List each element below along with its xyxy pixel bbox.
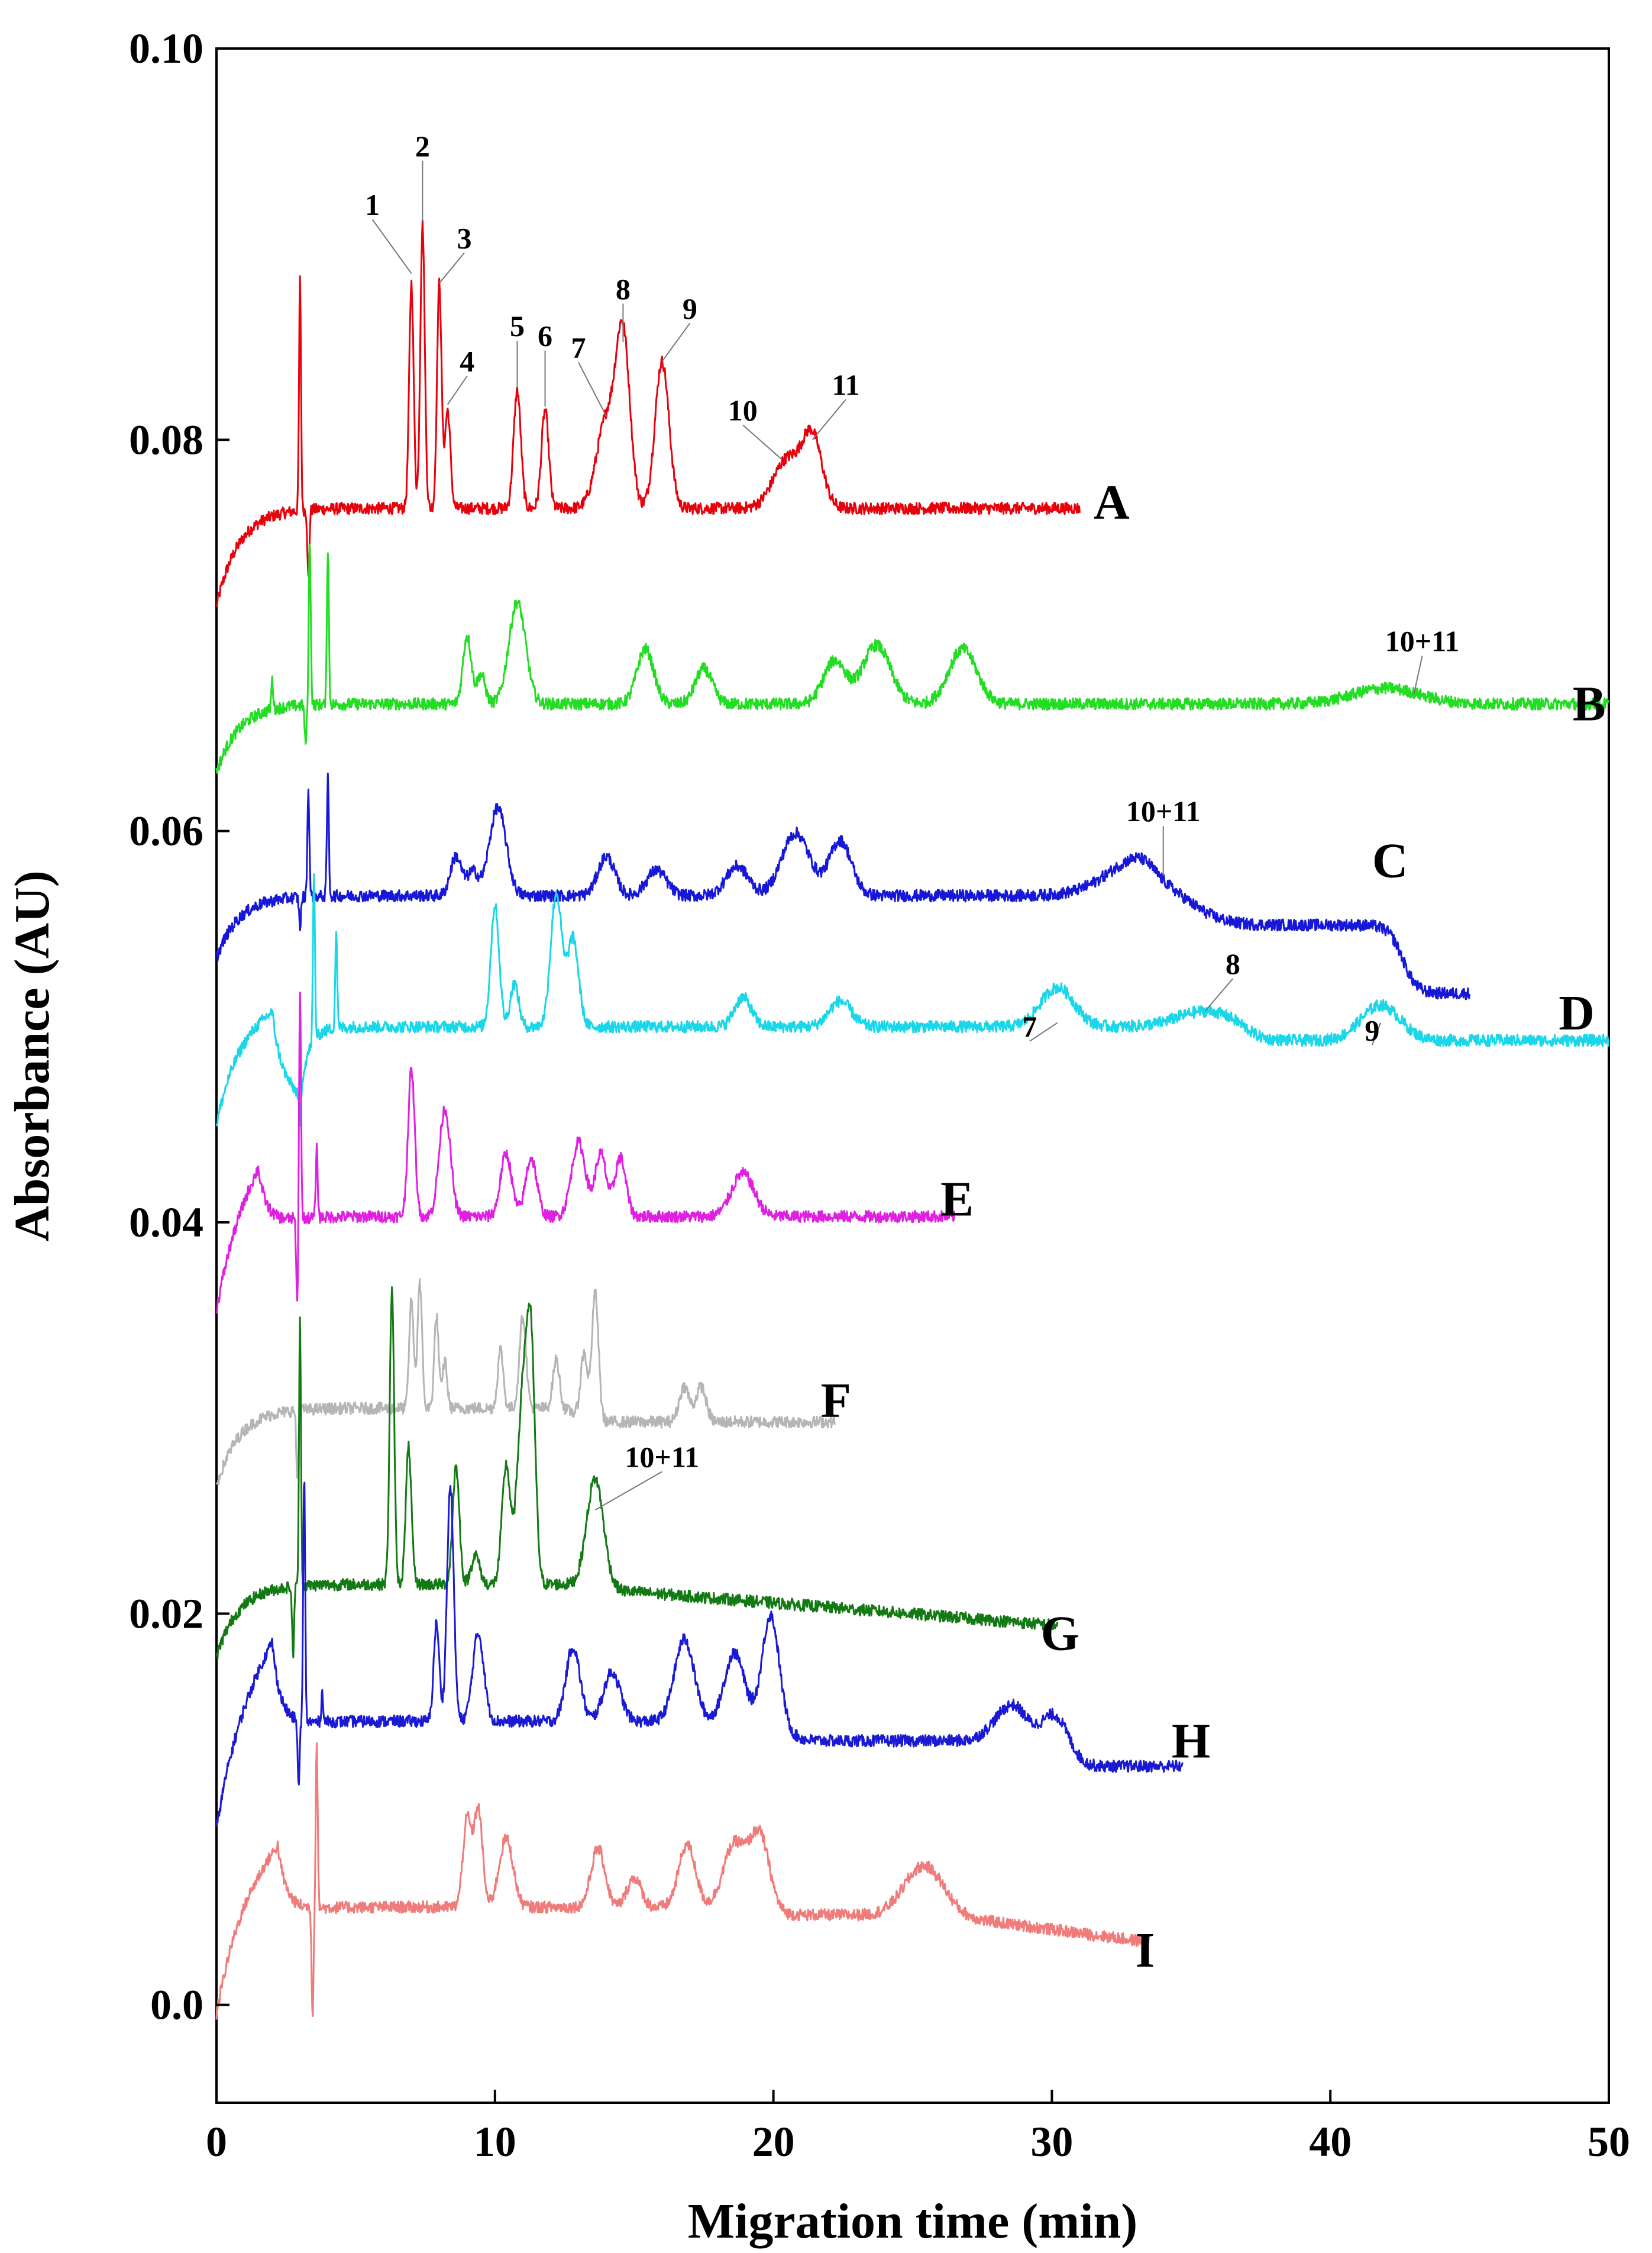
series-line-I (215, 1742, 1150, 2020)
peak-label: 5 (510, 309, 525, 343)
peak-label: 7 (1022, 1010, 1037, 1043)
peak-label: 3 (457, 221, 472, 254)
peak-leader-line (812, 399, 846, 440)
peak-leader-line (1413, 656, 1423, 695)
y-axis-title: Absorbance (AU) (5, 870, 60, 1242)
peak-label: 2 (415, 130, 430, 163)
peak-label: 10+11 (1385, 624, 1460, 657)
x-tick-label: 40 (1309, 2118, 1352, 2165)
peak-leader-line (661, 322, 691, 362)
series-line-G (215, 1286, 1059, 1660)
series-label-C: C (1372, 833, 1408, 888)
y-tick-label: 0.06 (129, 808, 203, 855)
x-tick-label: 50 (1588, 2118, 1630, 2165)
series-label-G: G (1041, 1606, 1079, 1661)
peak-label: 6 (538, 319, 552, 353)
y-tick-label: 0.08 (129, 416, 203, 463)
peak-label: 10+11 (625, 1440, 699, 1473)
y-tick-label: 0.10 (129, 25, 203, 72)
series-label-I: I (1136, 1923, 1155, 1978)
peak-label: 7 (571, 331, 586, 364)
series-line-H (215, 1481, 1184, 1827)
series-label-D: D (1559, 986, 1595, 1041)
peak-leader-line (447, 376, 468, 405)
series-line-B (215, 543, 1610, 774)
x-tick-label: 30 (1030, 2118, 1073, 2165)
series-line-F (215, 1278, 836, 1485)
x-tick-label: 20 (752, 2118, 795, 2165)
traces-layer (215, 220, 1610, 2020)
series-line-E (215, 992, 956, 1314)
peak-label: 8 (1226, 947, 1240, 980)
peak-label: 10 (728, 393, 758, 427)
series-line-D (215, 873, 1610, 1127)
peak-label: 1 (365, 188, 380, 221)
series-label-F: F (821, 1373, 851, 1428)
peak-label: 10+11 (1126, 795, 1201, 828)
series-line-A (215, 220, 1081, 607)
y-tick-label: 0.02 (129, 1590, 203, 1637)
peak-leader-line (594, 1471, 662, 1510)
plot-frame (215, 47, 1610, 2104)
x-axis-title: Migration time (min) (688, 2194, 1137, 2249)
series-label-E: E (940, 1171, 974, 1226)
peak-leader-line (578, 361, 607, 417)
peak-label: 8 (616, 272, 631, 305)
series-label-B: B (1573, 677, 1606, 732)
peak-leader-line (438, 252, 465, 284)
y-tick-label: 0.04 (129, 1199, 203, 1246)
series-line-C (215, 772, 1471, 1000)
peak-label: 4 (460, 345, 474, 378)
peak-leader-line (1204, 978, 1234, 1012)
peak-leader-line (371, 219, 412, 274)
peak-leader-line (1371, 1022, 1381, 1045)
axes-layer: 0 10 20 30 40 50 0.0 0.02 0.04 0.06 0.08 0.10 (129, 25, 1630, 2165)
y-tick-label: 0.0 (150, 1981, 203, 2029)
peak-label: 11 (832, 368, 859, 401)
peak-label: 9 (1365, 1013, 1379, 1047)
series-label-H: H (1172, 1713, 1210, 1768)
peak-leader-line (1029, 1022, 1058, 1042)
peak-label: 9 (683, 292, 697, 325)
x-tick-label: 10 (474, 2118, 516, 2165)
peak-leader-line (742, 424, 783, 460)
x-tick-label: 0 (206, 2118, 227, 2165)
series-label-A: A (1094, 475, 1130, 530)
